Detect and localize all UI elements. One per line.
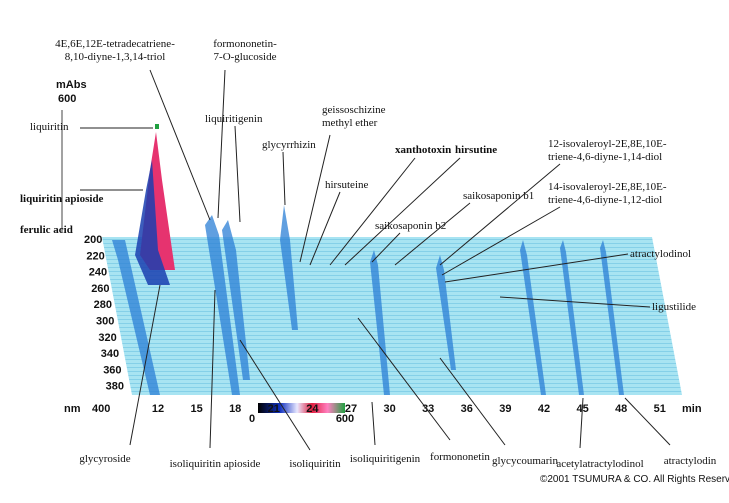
wavelength-tick-label: 380	[106, 381, 124, 393]
compound-label: atractylodin	[664, 455, 717, 467]
wavelength-tick-label: 300	[96, 316, 114, 328]
compound-label: triene-4,6-diyne-1,12-diol	[548, 194, 662, 206]
time-tick-label: 39	[499, 403, 511, 415]
compound-label: 4E,6E,12E-tetradecatriene-	[55, 38, 175, 50]
compound-label: glycyroside	[79, 453, 130, 465]
time-tick-label: 30	[383, 403, 395, 415]
color-scale-max: 600	[336, 413, 354, 425]
leader-line	[371, 232, 401, 263]
time-tick-label: 48	[615, 403, 627, 415]
compound-label: liquiritigenin	[205, 113, 263, 125]
time-tick-label: 18	[229, 403, 241, 415]
compound-label: methyl ether	[322, 117, 378, 129]
wavelength-tick-label: 360	[103, 364, 121, 376]
wavelength-tick-label: 400	[92, 403, 110, 415]
leader-line	[299, 134, 331, 263]
peaks	[112, 205, 624, 395]
compound-label: hirsutine	[455, 144, 497, 156]
compound-label: glycycoumarin	[492, 455, 558, 467]
compound-label: liquiritin	[30, 121, 69, 133]
compound-label: formononetin	[430, 451, 490, 463]
compound-label: 12-isovaleroyl-2E,8E,10E-	[548, 138, 667, 150]
time-tick-label: 42	[538, 403, 550, 415]
time-tick-label: 36	[461, 403, 473, 415]
compound-label: isoliquiritin	[289, 458, 341, 470]
absorbance-max: 600	[58, 93, 76, 105]
leader-line	[624, 397, 671, 446]
wavelength-tick-label: 340	[101, 348, 119, 360]
chromatogram-plane	[102, 237, 682, 395]
compound-label: geissoschizine	[322, 104, 386, 116]
wavelength-tick-label: 320	[98, 332, 116, 344]
leader-line	[329, 157, 416, 266]
color-scale	[258, 403, 345, 413]
wavelength-tick-label: 260	[91, 283, 109, 295]
leader-line	[371, 401, 376, 446]
wavelength-tick-label: 240	[89, 267, 107, 279]
time-tick-label: 15	[190, 403, 202, 415]
wavelength-tick-label: 280	[94, 299, 112, 311]
leader-line	[309, 191, 341, 266]
time-unit: min	[682, 403, 702, 415]
compound-label: isoliquiritin apioside	[170, 458, 261, 470]
leader-line	[439, 357, 506, 446]
compound-label: hirsuteine	[325, 179, 368, 191]
compound-label: 14-isovaleroyl-2E,8E,10E-	[548, 181, 667, 193]
leader-line	[149, 69, 211, 221]
leader-line	[217, 69, 226, 219]
leader-line	[239, 339, 311, 451]
compound-label: acetylatractylodinol	[556, 458, 643, 470]
time-tick-label: 21	[268, 403, 280, 415]
leader-line	[344, 157, 461, 266]
time-tick-label: 24	[306, 403, 319, 415]
leader-line	[234, 125, 241, 223]
compound-label: liquiritin apioside	[20, 193, 104, 205]
leader-line	[499, 296, 651, 308]
color-scale-min: 0	[249, 413, 255, 425]
compound-label: isoliquiritigenin	[350, 453, 421, 465]
time-tick-label: 33	[422, 403, 434, 415]
time-tick-label: 27	[345, 403, 357, 415]
time-tick-label: 51	[654, 403, 666, 415]
compound-label: xanthotoxin	[395, 144, 451, 156]
wavelength-tick-label: 220	[86, 250, 104, 262]
compound-label: atractylodinol	[630, 248, 691, 260]
leader-line	[444, 253, 629, 283]
copyright: ©2001 TSUMURA & CO. All Rights Reserved	[540, 474, 729, 485]
compound-label: ferulic acid	[20, 224, 73, 236]
leader-line	[209, 289, 216, 449]
time-tick-label: 12	[152, 403, 164, 415]
compound-label: 7-O-glucoside	[214, 51, 277, 63]
leader-line	[439, 163, 561, 266]
main-peak-base	[135, 160, 170, 285]
absorbance-unit: mAbs	[56, 79, 87, 91]
compound-label: formononetin-	[213, 38, 277, 50]
leader-line	[282, 151, 286, 206]
compound-label: 8,10-diyne-1,3,14-triol	[65, 51, 166, 63]
peak-top	[155, 124, 159, 129]
leader-line	[579, 397, 584, 449]
wavelength-tick-label: 200	[84, 234, 102, 246]
compound-label: triene-4,6-diyne-1,14-diol	[548, 151, 662, 163]
leader-line	[394, 202, 471, 266]
wavelength-unit: nm	[64, 403, 81, 415]
leader-line	[357, 317, 451, 441]
compound-label: saikosaponin b2	[375, 220, 446, 232]
compound-label: glycyrrhizin	[262, 139, 316, 151]
leader-line	[441, 206, 561, 276]
compound-label: saikosaponin b1	[463, 190, 534, 202]
compound-label: ligustilide	[652, 301, 696, 313]
leader-line	[129, 284, 161, 446]
